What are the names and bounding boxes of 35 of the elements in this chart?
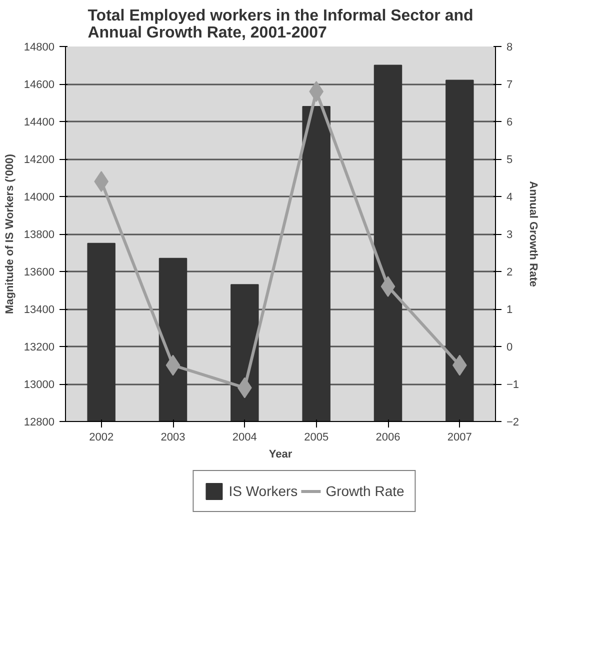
x-tick-label: 2004 [232, 432, 257, 444]
legend-label: Growth Rate [326, 483, 404, 499]
x-tick-label: 2006 [376, 432, 400, 444]
y-tick-label: 13800 [24, 229, 55, 241]
y2-tick-label: 6 [506, 116, 513, 128]
chart-title: Total Employed workers in the Informal Sector and Annual Growth Rate, 2001-2007 [88, 8, 474, 42]
y-tick-label: 13400 [24, 304, 55, 316]
x-tick-label: 2003 [160, 432, 186, 444]
y2-tick-label: 2 [506, 266, 513, 278]
point [380, 276, 396, 297]
legend-label: IS Workers [228, 483, 298, 499]
y2-tick-label: −2 [506, 416, 520, 428]
y-tick-label: 14600 [24, 79, 55, 91]
y2-tick-label: −1 [506, 379, 520, 391]
y-tick-label: 13600 [24, 266, 55, 278]
y2-tick-label: 8 [506, 42, 513, 54]
y-tick-label: 13000 [24, 379, 55, 391]
y-tick-label: 13200 [24, 342, 55, 354]
y2-tick-label: 1 [506, 304, 513, 316]
y-tick-label: 14200 [24, 154, 55, 166]
x-tick-label: 2007 [447, 432, 472, 444]
y-tick-label: 14800 [24, 42, 55, 54]
x-tick-label: 2005 [304, 432, 329, 444]
y2-tick-label: 4 [506, 192, 513, 204]
y-tick-label: 12800 [24, 416, 55, 428]
y-axis-title: Magnitude of IS Workers ('000) [4, 154, 16, 314]
x-axis-title: Year [268, 448, 293, 460]
y-tick-label: 14000 [24, 192, 55, 204]
y2-tick-label: 0 [506, 342, 513, 354]
x-tick-label: 2002 [89, 432, 114, 444]
y2-axis-title: Annual Growth Rate [527, 181, 540, 287]
y2-tick-label: 7 [506, 79, 513, 91]
y2-tick-label: 5 [506, 154, 513, 166]
y2-tick-label: 3 [506, 229, 513, 241]
y-tick-label: 14400 [24, 116, 55, 128]
